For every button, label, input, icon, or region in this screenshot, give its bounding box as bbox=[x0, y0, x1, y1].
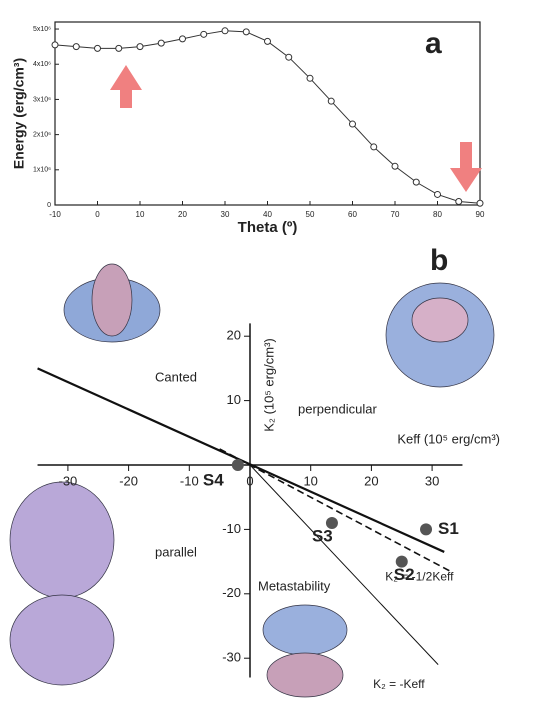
energy-point bbox=[72, 43, 80, 51]
surface-perpendicular bbox=[385, 282, 495, 388]
y-axis-label: K₂ (10⁵ erg/cm³) bbox=[261, 338, 276, 432]
y-tick-label: 2x10⁶ bbox=[33, 131, 51, 138]
energy-point bbox=[285, 53, 293, 61]
x-tick-label: -20 bbox=[119, 473, 138, 488]
region-label: perpendicular bbox=[298, 401, 377, 416]
y-tick-label: 5x10⁶ bbox=[33, 26, 51, 33]
energy-point bbox=[136, 43, 144, 51]
arrow-down bbox=[450, 142, 482, 192]
x-tick-label: 70 bbox=[391, 210, 400, 219]
panel-label: a bbox=[425, 27, 442, 60]
energy-point bbox=[264, 37, 271, 45]
energy-point bbox=[94, 44, 101, 52]
x-tick-label: 20 bbox=[178, 210, 187, 219]
surface-canted bbox=[63, 263, 161, 343]
y-tick-label: -20 bbox=[222, 585, 241, 600]
energy-line bbox=[54, 30, 481, 204]
panel-label: b bbox=[430, 244, 448, 277]
x-tick-label: 30 bbox=[425, 473, 439, 488]
x-tick-label: 10 bbox=[303, 473, 317, 488]
energy-point bbox=[200, 30, 208, 38]
state-label: S4 bbox=[203, 470, 224, 489]
x-tick-label: 10 bbox=[136, 210, 145, 219]
x-tick-label: 30 bbox=[221, 210, 230, 219]
y-axis-label: Energy (erg/cm³) bbox=[11, 58, 27, 169]
y-tick-label: -10 bbox=[222, 521, 241, 536]
y-tick-label: 3x10⁶ bbox=[33, 96, 51, 103]
state-point bbox=[420, 523, 433, 536]
x-axis-label: Keff (10⁵ erg/cm³) bbox=[397, 431, 500, 446]
y-tick-label: 0 bbox=[47, 202, 51, 209]
energy-point bbox=[51, 41, 59, 49]
arrow-up bbox=[110, 65, 142, 108]
energy-point bbox=[349, 120, 356, 128]
y-tick-label: 20 bbox=[227, 328, 241, 343]
x-tick-label: 80 bbox=[433, 210, 442, 219]
surface-parallel bbox=[9, 481, 115, 686]
x-tick-label: 20 bbox=[364, 473, 378, 488]
y-tick-label: -30 bbox=[222, 650, 241, 665]
boundary-line bbox=[249, 464, 439, 665]
state-point bbox=[325, 516, 338, 529]
line-label: K₂ = -1/2Keff bbox=[385, 569, 454, 583]
energy-point bbox=[434, 190, 441, 198]
x-tick-label: 90 bbox=[476, 210, 485, 219]
energy-point bbox=[412, 178, 420, 186]
energy-point bbox=[179, 35, 186, 43]
energy-point bbox=[221, 27, 229, 35]
energy-point bbox=[455, 197, 463, 205]
energy-point bbox=[391, 162, 399, 170]
y-tick-label: 10 bbox=[227, 392, 241, 407]
state-label: S3 bbox=[312, 526, 333, 545]
state-label: S1 bbox=[438, 519, 459, 538]
x-tick-label: 40 bbox=[263, 210, 272, 219]
x-tick-label: 0 bbox=[246, 473, 253, 488]
boundary-line bbox=[219, 448, 451, 572]
energy-point bbox=[476, 199, 484, 207]
region-label: Canted bbox=[155, 369, 197, 384]
y-tick-label: 4x10⁶ bbox=[33, 61, 51, 68]
region-label: Metastability bbox=[258, 578, 331, 593]
energy-point bbox=[242, 28, 250, 36]
state-point bbox=[395, 555, 408, 568]
energy-point bbox=[370, 143, 378, 151]
x-tick-label: -30 bbox=[59, 473, 78, 488]
x-axis-label: Theta (º) bbox=[238, 219, 298, 236]
y-tick-label: 1x10⁶ bbox=[33, 167, 51, 174]
x-tick-label: 0 bbox=[95, 210, 100, 219]
x-tick-label: 50 bbox=[306, 210, 315, 219]
x-tick-label: -10 bbox=[49, 210, 61, 219]
energy-point bbox=[327, 97, 335, 105]
x-tick-label: -10 bbox=[180, 473, 199, 488]
x-tick-label: 60 bbox=[348, 210, 357, 219]
surface-metastability bbox=[262, 604, 348, 698]
energy-point bbox=[157, 39, 165, 47]
region-label: parallel bbox=[155, 544, 197, 559]
state-point bbox=[231, 459, 244, 471]
state-label: S2 bbox=[394, 565, 415, 584]
energy-point bbox=[115, 44, 123, 52]
line-label: K₂ = -Keff bbox=[373, 677, 425, 691]
energy-point bbox=[306, 74, 314, 82]
